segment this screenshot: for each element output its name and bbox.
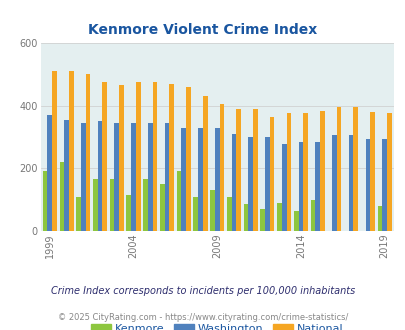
Bar — [152, 82, 157, 231]
Bar — [76, 197, 81, 231]
Bar — [353, 107, 357, 231]
Bar — [315, 142, 319, 231]
Bar — [210, 190, 214, 231]
Bar — [143, 179, 147, 231]
Text: © 2025 CityRating.com - https://www.cityrating.com/crime-statistics/: © 2025 CityRating.com - https://www.city… — [58, 313, 347, 322]
Bar — [60, 162, 64, 231]
Bar — [47, 115, 52, 231]
Bar — [164, 123, 169, 231]
Bar — [160, 184, 164, 231]
Bar — [277, 203, 281, 231]
Text: Crime Index corresponds to incidents per 100,000 inhabitants: Crime Index corresponds to incidents per… — [51, 286, 354, 296]
Bar — [193, 197, 198, 231]
Bar — [236, 109, 241, 231]
Bar — [109, 179, 114, 231]
Bar — [226, 197, 231, 231]
Bar — [131, 123, 136, 231]
Bar — [243, 204, 248, 231]
Bar — [147, 123, 152, 231]
Bar — [369, 112, 374, 231]
Bar — [214, 128, 219, 231]
Bar — [281, 144, 286, 231]
Bar — [93, 179, 98, 231]
Bar — [185, 87, 190, 231]
Bar — [303, 114, 307, 231]
Bar — [98, 121, 102, 231]
Bar — [336, 107, 341, 231]
Bar — [69, 71, 73, 231]
Bar — [386, 114, 391, 231]
Bar — [136, 82, 140, 231]
Bar — [81, 123, 85, 231]
Bar — [377, 206, 382, 231]
Bar — [169, 84, 174, 231]
Bar — [264, 137, 269, 231]
Bar — [269, 116, 274, 231]
Bar — [286, 114, 290, 231]
Bar — [198, 128, 202, 231]
Bar — [181, 128, 185, 231]
Bar — [298, 142, 303, 231]
Bar — [102, 82, 107, 231]
Bar — [231, 134, 236, 231]
Bar — [119, 85, 124, 231]
Legend: Kenmore, Washington, National: Kenmore, Washington, National — [86, 319, 347, 330]
Text: Kenmore Violent Crime Index: Kenmore Violent Crime Index — [88, 23, 317, 37]
Bar — [43, 172, 47, 231]
Bar — [219, 104, 224, 231]
Bar — [252, 109, 257, 231]
Bar — [331, 135, 336, 231]
Bar — [202, 96, 207, 231]
Bar — [260, 209, 264, 231]
Bar — [64, 120, 69, 231]
Bar — [382, 139, 386, 231]
Bar — [248, 137, 252, 231]
Bar — [85, 74, 90, 231]
Bar — [310, 200, 315, 231]
Bar — [319, 111, 324, 231]
Bar — [52, 71, 57, 231]
Bar — [293, 211, 298, 231]
Bar — [348, 135, 353, 231]
Bar — [114, 123, 119, 231]
Bar — [126, 195, 131, 231]
Bar — [176, 172, 181, 231]
Bar — [364, 139, 369, 231]
